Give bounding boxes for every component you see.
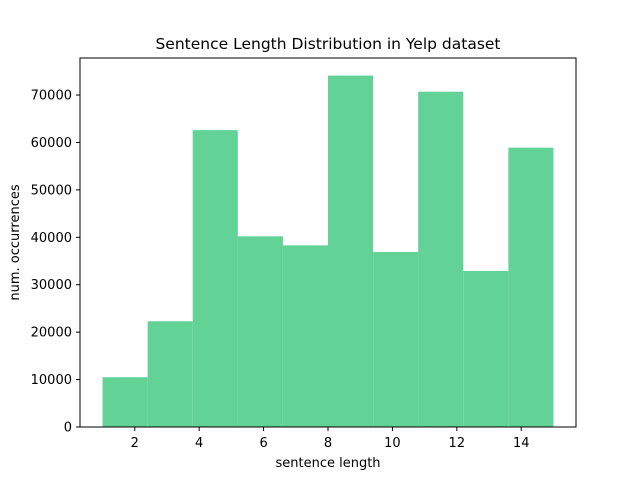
y-tick-label: 10000: [31, 373, 72, 388]
x-axis-ticks: 2 4 6 8 10 12 14: [131, 427, 530, 451]
chart-title: Sentence Length Distribution in Yelp dat…: [155, 35, 500, 53]
x-tick-label: 10: [384, 436, 401, 451]
y-tick-label: 30000: [31, 278, 72, 293]
x-tick-label: 4: [195, 436, 203, 451]
histogram-bar: [508, 147, 554, 427]
histogram-bar: [373, 251, 419, 427]
x-tick-label: 8: [324, 436, 332, 451]
x-tick-label: 2: [131, 436, 139, 451]
y-tick-label: 20000: [31, 326, 72, 341]
y-tick-label: 40000: [31, 231, 72, 246]
y-tick-label: 60000: [31, 136, 72, 151]
y-tick-label: 0: [64, 421, 72, 436]
bars-group: [102, 75, 554, 428]
histogram-bar: [147, 321, 193, 427]
y-axis-label: num. occurrences: [8, 184, 23, 300]
x-axis-label: sentence length: [275, 456, 380, 471]
histogram-bar: [418, 91, 464, 428]
x-tick-label: 14: [513, 436, 530, 451]
y-tick-label: 70000: [31, 89, 72, 104]
x-tick-label: 6: [259, 436, 267, 451]
y-tick-label: 50000: [31, 183, 72, 198]
histogram-bar: [328, 75, 374, 428]
y-axis-ticks: 0 10000 20000 30000 40000 50000 60000 70000: [31, 89, 80, 436]
histogram-bar: [102, 377, 148, 427]
histogram-bar: [282, 245, 328, 427]
histogram-bar: [463, 270, 509, 427]
x-tick-label: 12: [449, 436, 466, 451]
histogram-bar: [192, 130, 238, 427]
histogram-bar: [237, 236, 283, 427]
